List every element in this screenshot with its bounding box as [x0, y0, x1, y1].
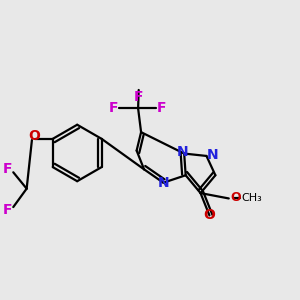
Text: N: N [158, 176, 169, 190]
Text: F: F [3, 203, 13, 217]
Text: CH₃: CH₃ [242, 193, 262, 203]
Text: N: N [207, 148, 219, 162]
Text: F: F [109, 101, 118, 116]
Text: F: F [157, 101, 166, 116]
Text: O: O [203, 208, 215, 222]
Text: O: O [28, 129, 40, 143]
Text: O: O [230, 191, 241, 204]
Text: N: N [177, 145, 188, 159]
Text: F: F [3, 162, 13, 176]
Text: F: F [134, 89, 143, 103]
